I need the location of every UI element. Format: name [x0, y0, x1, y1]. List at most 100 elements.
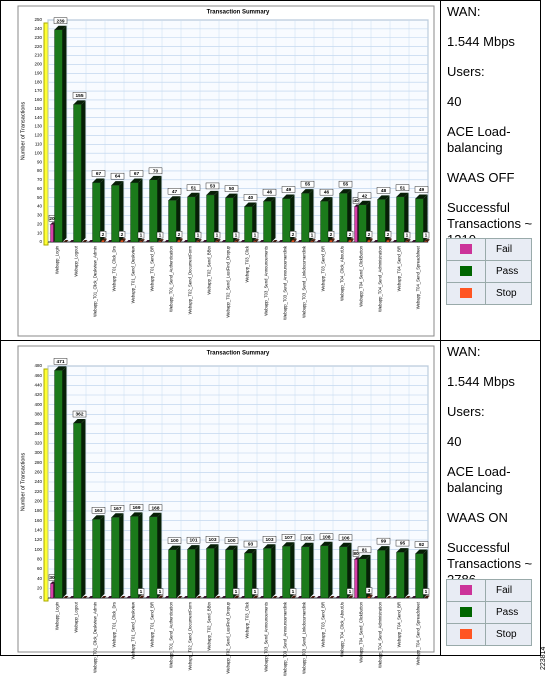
x-tick-label: Webapp_T03_Click — [245, 245, 250, 282]
bar — [164, 596, 170, 598]
bar — [206, 544, 219, 599]
bar-side — [123, 238, 126, 242]
bar — [320, 541, 333, 599]
data-label-box — [167, 188, 182, 195]
bar — [320, 197, 333, 243]
bar-side — [214, 190, 219, 242]
bar — [278, 596, 284, 598]
x-tick-label: Webapp_T04_Send_Administration — [378, 601, 383, 668]
bar-face — [339, 546, 348, 599]
bar-face — [377, 550, 386, 599]
data-label-box — [395, 539, 410, 547]
data-label: 2 — [387, 232, 390, 238]
panel-text: WAAS OFF — [447, 170, 515, 185]
y-tick-label: 240 — [34, 26, 42, 31]
data-label: 1 — [349, 589, 352, 595]
data-label-box — [129, 170, 144, 177]
y-tick-label: 250 — [34, 17, 42, 22]
data-label: 49 — [419, 187, 425, 193]
data-label: 2 — [102, 232, 105, 238]
x-tick-label: Webapp_T01_Send_Deskview — [131, 245, 136, 303]
x-tick-label: Webapp_T04_Send_BR — [397, 602, 402, 647]
legend-label: Stop — [485, 282, 532, 305]
bar-face — [263, 548, 272, 599]
legend-row: Stop — [446, 282, 532, 305]
y-tick-label: 460 — [34, 373, 42, 378]
bar — [310, 596, 316, 598]
bar-face — [282, 198, 291, 243]
bar-top — [310, 239, 316, 242]
data-label-box — [346, 588, 354, 595]
data-label: 167 — [113, 506, 121, 512]
bar — [367, 594, 373, 599]
bar-top — [111, 513, 124, 518]
y-tick-label: 120 — [34, 133, 42, 138]
bar-face — [244, 552, 253, 599]
side-panel: WAN: 1.544 Mbps Users: 40 ACE Load-balancing… — [447, 4, 535, 262]
bar-top — [320, 197, 333, 202]
y-tick-label: 280 — [34, 460, 42, 465]
bar — [263, 544, 276, 599]
bar — [282, 542, 295, 599]
data-label: 1 — [140, 233, 143, 239]
bar-face — [73, 422, 82, 599]
bar-face — [92, 182, 101, 243]
x-tick-label: Webapp_T02_Send_BBtn — [207, 601, 212, 650]
bar-top — [259, 240, 265, 242]
y-tick-label: 100 — [34, 150, 42, 155]
data-label: 1 — [140, 589, 143, 595]
bar-face — [291, 240, 295, 243]
bar-side — [237, 595, 240, 598]
y-tick-label: 150 — [34, 106, 42, 111]
panel-text: ACE Load-balancing — [447, 464, 511, 495]
bar-top — [206, 190, 219, 195]
x-tick-label: Webapp_T03_Click — [245, 601, 250, 638]
data-label-box — [319, 533, 334, 540]
data-label: 362 — [75, 412, 83, 418]
bar-face — [50, 583, 54, 599]
data-label-box — [156, 231, 164, 239]
bar-top — [145, 596, 151, 598]
x-tick-label: Webapp_T01_Click_Drs — [112, 246, 117, 291]
bar-side — [351, 238, 354, 242]
data-label: 107 — [284, 535, 292, 541]
bar-side — [233, 193, 238, 242]
bar-face — [149, 179, 158, 243]
bar-side — [328, 541, 333, 598]
data-label: 1 — [406, 233, 409, 239]
panel-text: 1.544 Mbps — [447, 34, 515, 49]
bar-top — [411, 240, 417, 242]
data-label: 1 — [159, 589, 162, 595]
data-label-box — [213, 231, 221, 239]
bar — [316, 240, 322, 242]
bar-face — [348, 240, 352, 243]
bar-side — [218, 239, 221, 242]
bar — [415, 549, 428, 599]
legend-label: Fail — [485, 238, 532, 261]
bar-face — [168, 549, 177, 599]
bar-face — [101, 240, 105, 243]
y-tick-label: 440 — [34, 383, 42, 388]
y-tick-label: 130 — [34, 124, 42, 129]
bar — [310, 239, 316, 243]
legend-swatch-cell — [446, 282, 486, 305]
bar — [335, 596, 341, 598]
data-label-box — [186, 536, 201, 544]
bar — [411, 596, 417, 598]
data-label: 40 — [248, 195, 254, 201]
x-tick-label: Webapp_T03_Send_Linkdocumentlink — [302, 601, 307, 674]
bar-side — [271, 197, 276, 242]
bar-top — [348, 238, 354, 241]
data-label-box — [251, 588, 259, 595]
bar — [196, 596, 202, 598]
data-label-box — [224, 537, 239, 544]
bar — [415, 194, 428, 243]
bar-top — [405, 239, 411, 242]
x-tick-label: Webapp_T01_Send_Deskview — [131, 601, 136, 659]
x-tick-label: Webapp_Logout — [74, 601, 79, 632]
data-label: 51 — [400, 185, 406, 191]
bar-top — [234, 595, 240, 598]
bar-top — [69, 596, 75, 598]
y-tick-label: 80 — [37, 557, 43, 562]
bar-side — [423, 549, 428, 598]
